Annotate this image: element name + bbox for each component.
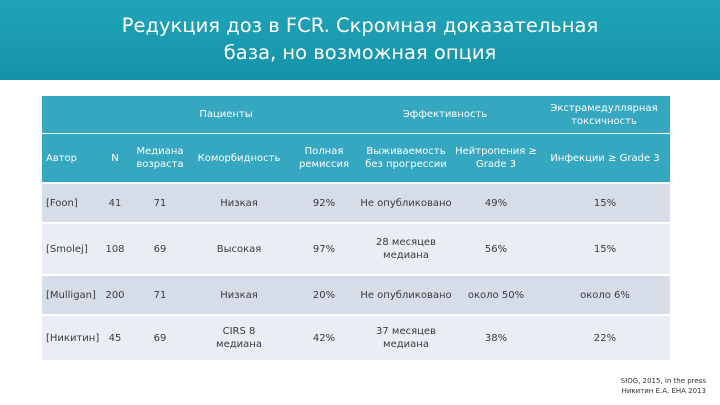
table-group-header-row: Пациенты Эффективность Экстрамедуллярная… — [42, 96, 670, 133]
source-note: SIOG, 2015, in the press Никитин Е.А. EH… — [621, 376, 706, 396]
col-header-neutropenia: Нейтропения ≥ Grade 3 — [455, 146, 537, 170]
cell-author: [Smolej] — [46, 243, 88, 255]
col-header-median-age: Медиана возраста — [136, 146, 184, 170]
cell-median-age: 71 — [153, 197, 167, 209]
cell-comorbidity: Высокая — [216, 243, 262, 255]
col-header-pfs: Выживаемость без прогрессии — [365, 146, 447, 170]
cell-complete-remission: 92% — [312, 197, 336, 209]
cell-infections: 15% — [593, 197, 617, 209]
slide-title-line2: база, но возможная опция — [223, 41, 497, 64]
divider — [42, 133, 670, 134]
cell-complete-remission: 97% — [312, 243, 336, 255]
cell-complete-remission: 20% — [312, 289, 336, 301]
cell-complete-remission: 42% — [312, 332, 336, 344]
divider — [42, 314, 670, 316]
cell-infections: 15% — [593, 243, 617, 255]
col-header-complete-remission: Полная ремиссия — [298, 146, 350, 170]
cell-neutropenia: 38% — [484, 332, 508, 344]
source-note-line1: SIOG, 2015, in the press — [620, 377, 706, 385]
cell-infections: 22% — [593, 332, 617, 344]
table-column-header-row: Автор N Медиана возраста Коморбидность П… — [42, 134, 670, 182]
col-header-infections: Инфекции ≥ Grade 3 — [550, 152, 660, 164]
cell-n: 41 — [108, 197, 122, 209]
cell-pfs: Не опубликовано — [360, 197, 452, 209]
cell-author: [Foon] — [46, 197, 78, 209]
cell-comorbidity: CIRS 8 медиана — [216, 326, 262, 350]
cell-pfs: 28 месяцев медиана — [376, 237, 436, 261]
col-header-comorbidity: Коморбидность — [197, 152, 281, 164]
table-row: [Smolej] 108 69 Высокая 97% 28 месяцев м… — [42, 224, 670, 274]
cell-median-age: 69 — [153, 332, 167, 344]
cell-median-age: 71 — [153, 289, 167, 301]
source-note-line2: Никитин Е.А. EHA 2013 — [621, 387, 706, 395]
cell-infections: около 6% — [580, 289, 630, 301]
cell-comorbidity: Низкая — [220, 289, 258, 301]
divider — [42, 182, 670, 184]
title-band — [0, 0, 720, 80]
cell-n: 45 — [108, 332, 122, 344]
table-row: [Mulligan] 200 71 Низкая 20% Не опублико… — [42, 276, 670, 314]
cell-author: [Никитин] — [46, 332, 100, 344]
cell-neutropenia: 56% — [484, 243, 508, 255]
cell-pfs: Не опубликовано — [360, 289, 452, 301]
table-row: [Никитин] 45 69 CIRS 8 медиана 42% 37 ме… — [42, 316, 670, 360]
group-header-toxicity: Экстрамедуллярная токсичность — [550, 102, 658, 127]
cell-author: [Mulligan] — [46, 289, 96, 301]
cell-pfs: 37 месяцев медиана — [376, 326, 436, 350]
cell-neutropenia: 49% — [484, 197, 508, 209]
col-header-n: N — [111, 152, 119, 164]
group-header-efficacy: Эффективность — [402, 109, 488, 120]
group-header-patients: Пациенты — [199, 109, 253, 120]
slide-title: Редукция доз в FCR. Скромная доказательн… — [0, 12, 720, 66]
cell-n: 200 — [105, 289, 125, 301]
cell-n: 108 — [105, 243, 125, 255]
cell-median-age: 69 — [153, 243, 167, 255]
divider — [42, 274, 670, 276]
table-row: [Foon] 41 71 Низкая 92% Не опубликовано … — [42, 184, 670, 222]
col-header-author: Автор — [46, 152, 78, 164]
cell-comorbidity: Низкая — [220, 197, 258, 209]
divider — [42, 222, 670, 224]
cell-neutropenia: около 50% — [467, 289, 525, 301]
slide-title-line1: Редукция доз в FCR. Скромная доказательн… — [121, 14, 599, 37]
